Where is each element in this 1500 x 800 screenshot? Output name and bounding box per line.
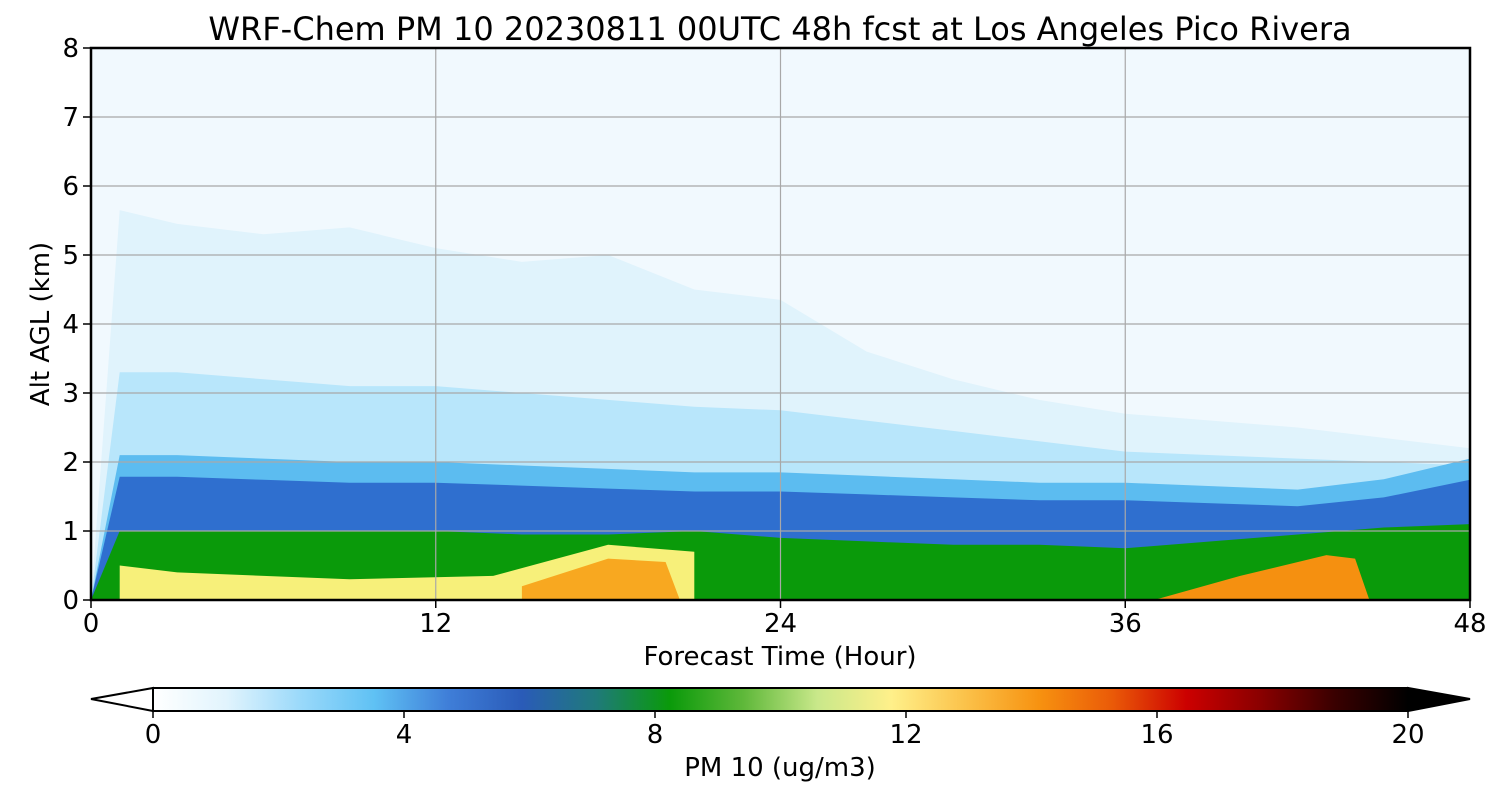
colorbar-tick-label: 12 xyxy=(889,720,922,750)
surface-orange-patch-2 xyxy=(1154,555,1370,600)
chart-title: WRF-Chem PM 10 20230811 00UTC 48h fcst a… xyxy=(208,10,1351,48)
y-tick-label: 0 xyxy=(62,586,79,616)
y-tick-label: 5 xyxy=(62,241,79,271)
colorbar-extend-low xyxy=(90,686,154,713)
colorbar-ticks: 0 4 8 12 16 20 xyxy=(145,711,1425,750)
x-axis-label: Forecast Time (Hour) xyxy=(643,642,916,672)
y-tick-label: 1 xyxy=(62,517,79,547)
surface-orange-patch-1 xyxy=(521,558,680,600)
colorbar-tick-label: 16 xyxy=(1140,720,1173,750)
colorbar-tick-label: 20 xyxy=(1391,720,1424,750)
colorbar-bar xyxy=(152,687,1409,712)
x-tick-label: 48 xyxy=(1453,609,1486,639)
x-tick-label: 36 xyxy=(1109,609,1142,639)
y-tick-label: 4 xyxy=(62,310,79,340)
plot-area xyxy=(91,48,1470,600)
x-tick-label: 0 xyxy=(83,609,100,639)
colorbar: 0 4 8 12 16 20 PM 10 (ug/m3) xyxy=(90,686,1471,783)
y-tick-label: 7 xyxy=(62,103,79,133)
y-tick-label: 6 xyxy=(62,172,79,202)
grid-lines xyxy=(91,48,1470,600)
colorbar-tick-label: 0 xyxy=(145,720,162,750)
colorbar-label: PM 10 (ug/m3) xyxy=(684,753,876,783)
colorbar-extend-high xyxy=(1407,686,1471,713)
colorbar-tick-label: 8 xyxy=(647,720,664,750)
y-tick-label: 3 xyxy=(62,379,79,409)
colorbar-tick-label: 4 xyxy=(396,720,413,750)
y-axis-ticks: 0 1 2 3 4 5 6 7 8 xyxy=(62,34,91,616)
y-tick-label: 8 xyxy=(62,34,79,64)
x-tick-label: 12 xyxy=(419,609,452,639)
x-tick-label: 24 xyxy=(764,609,797,639)
y-axis-label: Alt AGL (km) xyxy=(26,242,56,406)
x-axis-ticks: 0 12 24 36 48 xyxy=(83,600,1487,639)
y-tick-label: 2 xyxy=(62,448,79,478)
